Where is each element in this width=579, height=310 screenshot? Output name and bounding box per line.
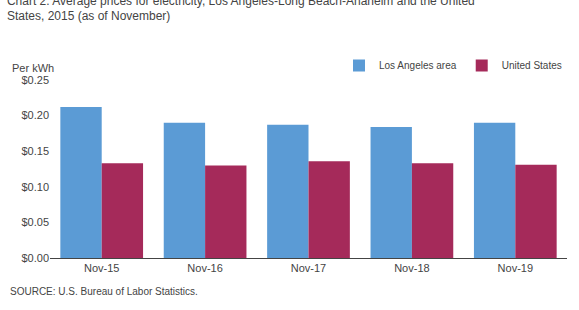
svg-text:Los Angeles area: Los Angeles area <box>379 60 457 71</box>
svg-text:Nov-16: Nov-16 <box>187 262 222 274</box>
svg-text:$0.05: $0.05 <box>21 216 49 228</box>
svg-text:Nov-17: Nov-17 <box>291 262 326 274</box>
svg-text:Per kWh: Per kWh <box>12 62 54 74</box>
svg-text:$0.15: $0.15 <box>21 145 49 157</box>
svg-text:Nov-19: Nov-19 <box>498 262 533 274</box>
svg-text:United States: United States <box>502 60 562 71</box>
svg-text:$0.25: $0.25 <box>21 74 49 86</box>
svg-text:$0.20: $0.20 <box>21 109 49 121</box>
svg-text:Nov-18: Nov-18 <box>394 262 429 274</box>
svg-text:Chart 2. Average prices for el: Chart 2. Average prices for electricity,… <box>7 0 475 23</box>
svg-text:Nov-15: Nov-15 <box>84 262 119 274</box>
svg-text:$0.00: $0.00 <box>21 252 49 264</box>
svg-text:SOURCE: U.S. Bureau of Labor S: SOURCE: U.S. Bureau of Labor Statistics. <box>10 286 198 297</box>
svg-text:$0.10: $0.10 <box>21 181 49 193</box>
